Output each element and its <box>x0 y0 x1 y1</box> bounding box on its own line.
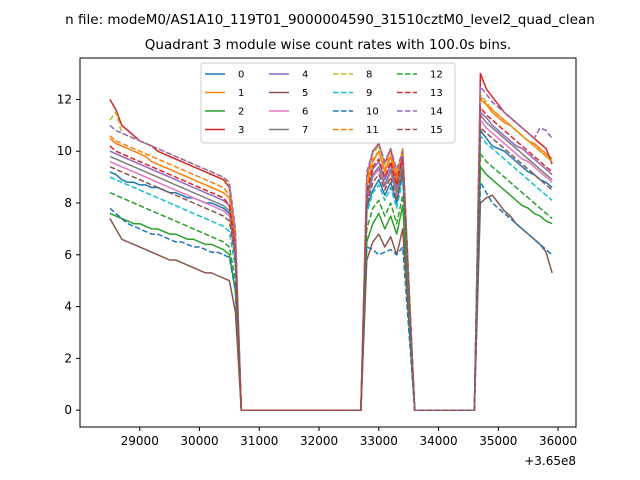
y-tick-label: 10 <box>57 144 72 158</box>
legend-label-9: 9 <box>366 88 372 99</box>
x-tick-label: 32000 <box>300 434 338 448</box>
legend-label-0: 0 <box>238 70 244 81</box>
legend-label-12: 12 <box>430 70 443 81</box>
legend-label-3: 3 <box>238 125 244 136</box>
y-tick-label: 4 <box>64 300 72 314</box>
chart-title: Quadrant 3 module wise count rates with … <box>145 37 511 53</box>
legend-frame <box>200 62 456 144</box>
x-tick-label: 29000 <box>121 434 159 448</box>
y-tick-label: 8 <box>64 196 72 210</box>
y-tick-label: 12 <box>57 92 72 106</box>
legend-label-15: 15 <box>430 125 443 136</box>
x-tick-label: 36000 <box>539 434 577 448</box>
legend-label-14: 14 <box>430 107 443 118</box>
legend-label-5: 5 <box>302 88 308 99</box>
legend-label-13: 13 <box>430 88 443 99</box>
x-tick-label: 30000 <box>180 434 218 448</box>
legend-label-6: 6 <box>302 107 308 118</box>
figure-suptitle: n file: modeM0/AS1A10_119T01_9000004590_… <box>65 12 595 28</box>
x-tick-label: 33000 <box>360 434 398 448</box>
y-tick-label: 0 <box>64 403 72 417</box>
axes-frame <box>79 57 577 428</box>
x-tick-label: 31000 <box>240 434 278 448</box>
plot-lines <box>109 72 553 411</box>
legend-label-1: 1 <box>238 88 244 99</box>
legend-label-8: 8 <box>366 70 372 81</box>
y-axis-ticks: 0 2 4 6 8 10 12 <box>57 92 80 417</box>
x-tick-label: 35000 <box>479 434 517 448</box>
legend-label-2: 2 <box>238 107 244 118</box>
legend-label-7: 7 <box>302 125 308 136</box>
x-axis-ticks: 29000 30000 31000 32000 33000 34000 35000 36000 <box>121 427 577 448</box>
legend-label-4: 4 <box>302 70 308 81</box>
series-line-15 <box>109 127 553 411</box>
legend-label-10: 10 <box>366 107 379 118</box>
y-tick-label: 2 <box>64 351 72 365</box>
x-tick-label: 34000 <box>419 434 457 448</box>
x-axis-offset-label: +3.65e8 <box>524 454 576 468</box>
y-tick-label: 6 <box>64 248 72 262</box>
legend-label-11: 11 <box>366 125 379 136</box>
